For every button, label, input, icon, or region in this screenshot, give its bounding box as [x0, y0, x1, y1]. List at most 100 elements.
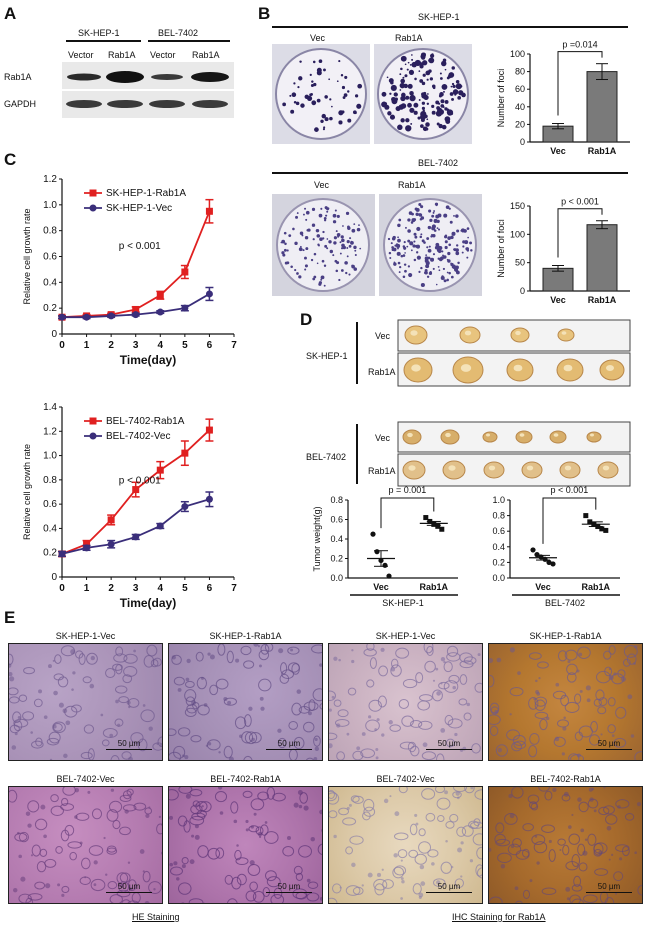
scalebar-label: 50 µm [117, 882, 141, 891]
nucleolus [383, 798, 389, 804]
nucleolus [228, 756, 234, 760]
nucleus [78, 653, 86, 665]
colony [450, 275, 454, 279]
tumor [557, 328, 575, 342]
colony [312, 238, 315, 241]
colony [359, 247, 362, 250]
nucleus [184, 680, 195, 688]
nucleus [522, 848, 530, 858]
nucleus [599, 891, 609, 903]
colony [469, 241, 473, 245]
nucleus [173, 745, 186, 759]
colony [282, 102, 287, 107]
panel-label-c: C [4, 150, 17, 169]
nucleus [582, 894, 598, 903]
nucleolus [603, 787, 606, 789]
nucleolus [538, 677, 541, 680]
nucleolus [409, 760, 412, 761]
nucleus [391, 658, 399, 669]
micro-ihc-bel-vec-nuclei [329, 787, 482, 903]
micro-he-sk-vec: 50 µm [8, 643, 163, 761]
foci-top-cell-line: SK-HEP-1 [418, 12, 460, 22]
colony [309, 93, 313, 97]
nucleus [307, 881, 319, 889]
colony [444, 68, 447, 71]
nucleus [312, 688, 322, 702]
nucleus [578, 862, 588, 872]
nucleolus [248, 706, 253, 711]
data-point [132, 305, 140, 313]
tumor-highlight [563, 364, 573, 372]
nucleus [281, 669, 295, 679]
nucleus [471, 743, 481, 754]
colony [339, 252, 342, 255]
micro-caption-r1c3: SK-HEP-1-Vec [375, 631, 436, 641]
nucleus [13, 720, 23, 732]
nucleus [397, 849, 408, 859]
colony [435, 283, 438, 286]
tumor-highlight [486, 433, 490, 437]
colony [329, 249, 334, 254]
nucleus [184, 707, 197, 718]
colony [315, 228, 320, 233]
data-point [599, 526, 605, 532]
nucleus [27, 800, 40, 813]
colony [284, 261, 288, 265]
nucleolus [578, 652, 583, 657]
nucleus [349, 835, 364, 845]
nucleolus [568, 825, 572, 829]
nucleus [347, 687, 357, 696]
colony [454, 93, 457, 96]
nucleolus [440, 728, 446, 733]
colony [426, 78, 429, 81]
nucleus [459, 674, 468, 685]
nucleus [329, 897, 338, 903]
colony [420, 266, 423, 270]
nucleolus [470, 787, 474, 790]
colony [294, 241, 298, 246]
x-tick-label: 6 [207, 583, 213, 594]
colony [402, 275, 406, 279]
tumor [549, 430, 567, 444]
data-point [107, 516, 115, 524]
nucleus [288, 748, 298, 760]
colony [448, 72, 455, 78]
nucleus [116, 889, 131, 898]
nucleolus [49, 758, 53, 760]
micro-caption-r1c4: SK-HEP-1-Rab1A [529, 631, 602, 641]
colony [438, 269, 441, 272]
nucleolus [576, 753, 581, 758]
colony [411, 94, 414, 97]
colony [304, 264, 308, 268]
nucleus [53, 673, 64, 681]
colony [408, 211, 413, 215]
nucleus [598, 697, 608, 706]
significance-bracket [557, 51, 603, 116]
nucleus [534, 711, 549, 720]
nucleolus [466, 702, 471, 707]
growth-curve-bel-7402: 0 0.2 0.4 0.6 0.8 1.0 1.2 1.4 0 1 2 3 4 5 6 7 Time(day) R… [22, 402, 237, 610]
nucleus [557, 838, 566, 846]
micro-caption-r2c4: BEL-7402-Rab1A [530, 774, 601, 784]
nucleus [50, 794, 59, 803]
nucleolus [93, 883, 97, 887]
colony [284, 242, 287, 246]
colony [410, 122, 413, 125]
nucleus [408, 849, 419, 858]
nucleus [623, 645, 638, 658]
colony [332, 254, 335, 257]
nucleus [112, 663, 123, 671]
nucleus [494, 833, 506, 845]
nucleolus [20, 876, 26, 882]
colony [414, 235, 418, 239]
nucleolus [74, 788, 80, 793]
y-tick-label: 0.4 [330, 534, 343, 544]
x-tick-label: 6 [207, 340, 213, 351]
colony [353, 223, 356, 226]
nucleus [495, 838, 511, 847]
nucleus [171, 654, 182, 665]
colony [280, 241, 283, 244]
colony [441, 84, 448, 90]
micro-ihc-bel-vec: 50 µm [328, 786, 483, 904]
y-tick-label: 60 [515, 84, 525, 94]
